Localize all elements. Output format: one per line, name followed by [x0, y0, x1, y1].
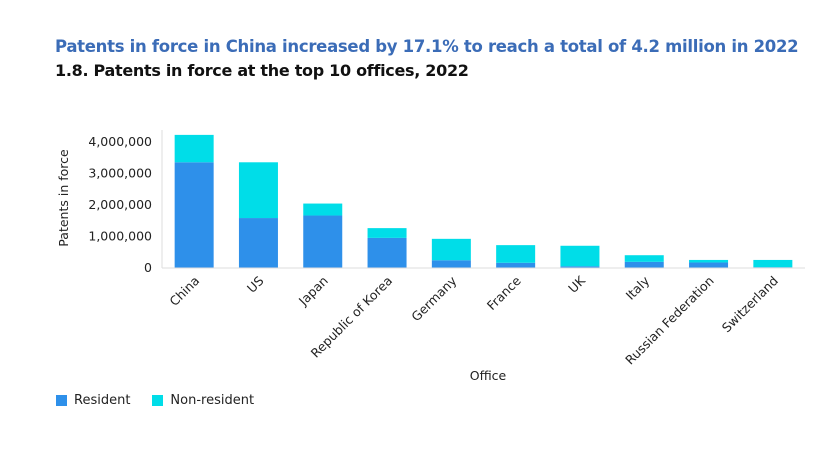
y-tick-label: 2,000,000: [88, 197, 152, 212]
bar-non-resident-us: [238, 162, 278, 219]
legend-label-resident: Resident: [74, 393, 131, 408]
bar-resident-germany: [431, 260, 471, 268]
x-tick-label: France: [484, 273, 524, 313]
x-axis-label: Office: [470, 368, 507, 383]
y-tick-label: 0: [144, 260, 152, 275]
x-tick-label: US: [244, 273, 267, 296]
bar-non-resident-china: [174, 134, 214, 163]
bar-resident-italy: [624, 261, 664, 268]
bar-resident-republic-of-korea: [367, 237, 407, 268]
bar-non-resident-france: [496, 245, 536, 263]
bar-resident-japan: [303, 215, 343, 268]
bar-non-resident-russian-federation: [689, 259, 729, 263]
y-tick-label: 1,000,000: [88, 229, 152, 244]
chart-headline: Patents in force in China increased by 1…: [55, 37, 799, 56]
bar-non-resident-republic-of-korea: [367, 228, 407, 238]
chart-title: 1.8. Patents in force at the top 10 offi…: [55, 61, 469, 80]
bar-resident-france: [496, 262, 536, 268]
legend-item-non-resident: Non-resident: [152, 393, 254, 408]
y-tick-label: 4,000,000: [88, 134, 152, 149]
legend: Resident Non-resident: [56, 393, 276, 408]
x-tick-label: Germany: [408, 273, 460, 325]
bar-resident-us: [238, 218, 278, 268]
x-tick-label: UK: [565, 272, 588, 295]
y-tick-label: 3,000,000: [88, 166, 152, 181]
legend-item-resident: Resident: [56, 393, 130, 408]
bar-non-resident-japan: [303, 203, 343, 216]
bar-non-resident-switzerland: [753, 259, 793, 268]
x-tick-label: Japan: [295, 273, 331, 309]
bar-resident-russian-federation: [689, 262, 729, 268]
x-tick-label: Italy: [623, 273, 653, 303]
y-axis-label: Patents in force: [56, 149, 71, 247]
legend-label-non-resident: Non-resident: [170, 393, 255, 408]
bar-non-resident-italy: [624, 255, 664, 262]
legend-swatch-non-resident: [152, 395, 164, 406]
bar-non-resident-uk: [560, 245, 600, 267]
legend-swatch-resident: [56, 395, 67, 406]
bar-resident-uk: [560, 266, 600, 268]
bar-non-resident-germany: [431, 238, 471, 261]
x-tick-label: Switzerland: [719, 273, 781, 335]
x-tick-label: China: [166, 273, 202, 309]
bar-resident-china: [174, 162, 214, 268]
